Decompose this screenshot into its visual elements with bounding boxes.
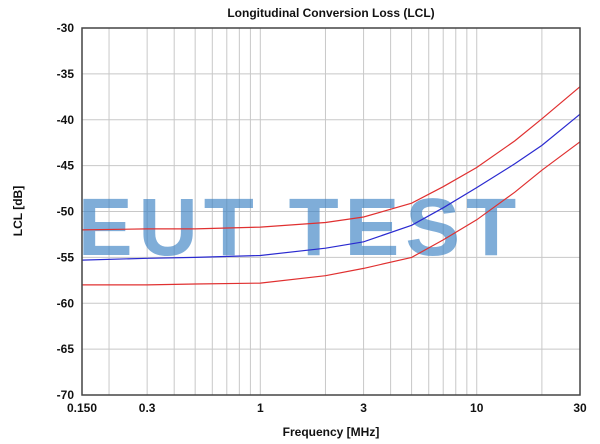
y-tick-label: -70: [57, 388, 75, 402]
x-axis-label: Frequency [MHz]: [283, 425, 380, 439]
x-tick-label: 0.3: [139, 401, 156, 415]
x-tick-label: 0.150: [67, 401, 97, 415]
x-tick-label: 10: [470, 401, 484, 415]
y-tick-label: -50: [57, 205, 75, 219]
y-tick-label: -65: [57, 342, 75, 356]
tick-labels: -30 -35 -40 -45 -50 -55 -60 -65 -700.150 0.3 1 3 10 3…: [57, 21, 587, 415]
grid: [82, 27, 580, 396]
y-tick-label: -40: [57, 113, 75, 127]
series-group: [81, 86, 581, 286]
y-tick-label: -30: [57, 21, 75, 35]
x-tick-label: 30: [573, 401, 587, 415]
y-tick-label: -35: [57, 67, 75, 81]
chart-title: Longitudinal Conversion Loss (LCL): [227, 6, 434, 20]
series-line-2: [81, 113, 581, 261]
series-line-3: [82, 141, 581, 286]
x-tick-label: 3: [360, 401, 367, 415]
watermark: EUT TEST: [78, 182, 522, 273]
y-tick-label: -60: [57, 296, 75, 310]
y-axis-label: LCL [dB]: [11, 186, 25, 236]
series-line-1: [81, 86, 581, 231]
y-tick-label: -55: [57, 250, 75, 264]
plot-frame: [81, 27, 581, 396]
x-tick-label: 1: [257, 401, 264, 415]
y-tick-label: -45: [57, 159, 75, 173]
